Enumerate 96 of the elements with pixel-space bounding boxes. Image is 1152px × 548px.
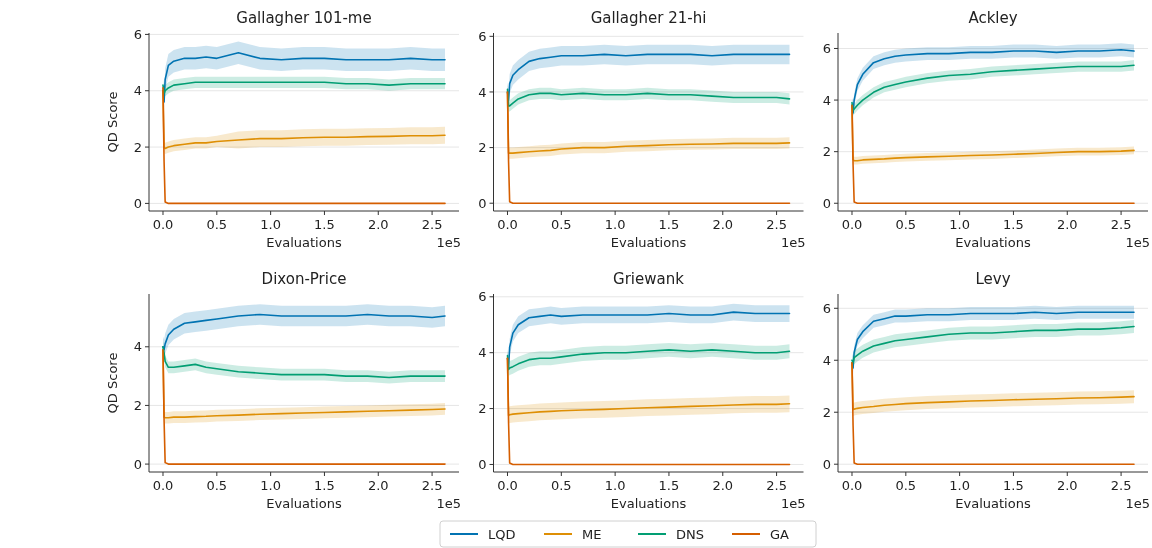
- y-tick-label: 2: [133, 397, 142, 413]
- x-tick-label: 2.5: [766, 217, 787, 232]
- x-tick-label: 2.0: [1056, 478, 1078, 493]
- x-tick-label: 0.0: [152, 478, 174, 493]
- y-tick-label: 0: [478, 195, 487, 211]
- x-tick-label: 1.5: [658, 217, 680, 232]
- chart-title: Ackley: [968, 9, 1018, 27]
- x-tick-label: 0.0: [497, 478, 518, 493]
- y-tick-label: 2: [822, 404, 831, 420]
- x-tick-label: 0.5: [550, 217, 572, 232]
- x-axis-title: Evaluations: [955, 235, 1031, 250]
- line-series: [162, 348, 446, 465]
- line-series: [851, 362, 1135, 465]
- y-tick-label: 6: [133, 26, 142, 42]
- x-tick-label: 1.0: [260, 217, 281, 232]
- line-series: [506, 357, 791, 466]
- line-series: [162, 313, 446, 351]
- y-tick-label: 6: [478, 289, 487, 305]
- x-tick-label: 1.5: [1003, 217, 1024, 232]
- line-series: [506, 88, 791, 107]
- x-tick-label: 0.5: [206, 478, 228, 493]
- y-tick-label: 0: [133, 195, 142, 211]
- x-tick-label: 0.5: [550, 478, 572, 493]
- text: 1e5: [780, 496, 806, 511]
- x-axis-title: Evaluations: [955, 496, 1031, 511]
- y-tick-label: 2: [478, 401, 487, 417]
- y-tick-label: 4: [478, 345, 487, 361]
- y-tick-label: 2: [478, 140, 487, 156]
- x-tick-label: 0.0: [497, 217, 518, 232]
- x-tick-label: 2.0: [367, 217, 389, 232]
- x-tick-label: 1.5: [658, 478, 680, 493]
- y-axis-title: QD Score: [105, 91, 120, 153]
- y-tick-label: 2: [133, 139, 142, 155]
- y-tick-label: 4: [822, 352, 831, 368]
- y-tick-label: 4: [478, 84, 487, 100]
- x-tick-label: 0.5: [895, 478, 917, 493]
- x-tick-label: 2.5: [421, 217, 443, 232]
- y-tick-label: 6: [822, 41, 831, 57]
- x-tick-label: 0.5: [206, 217, 228, 232]
- line-series: [851, 325, 1135, 364]
- y-tick-label: 0: [478, 457, 487, 473]
- text: 1e5: [436, 235, 461, 250]
- y-tick-label: 2: [822, 144, 831, 160]
- x-tick-label: 2.0: [367, 478, 389, 493]
- y-tick-label: 6: [822, 300, 831, 316]
- x-tick-label: 0.0: [841, 217, 863, 232]
- line-series: [851, 104, 1135, 205]
- chart-title: Gallagher 101-me: [236, 9, 372, 27]
- x-tick-label: 0.5: [895, 217, 917, 232]
- x-axis-title: Evaluations: [610, 235, 687, 250]
- x-tick-label: 2.0: [712, 217, 734, 232]
- x-tick-label: 0.0: [152, 217, 174, 232]
- legend-label: LQD: [488, 526, 516, 542]
- chart-title: Dixon-Price: [261, 270, 347, 288]
- y-axis-title: QD Score: [105, 352, 120, 414]
- x-tick-label: 2.0: [712, 478, 734, 493]
- x-tick-label: 2.0: [1056, 217, 1078, 232]
- x-axis-title: Evaluations: [610, 496, 687, 511]
- chart-title: Griewank: [613, 270, 685, 288]
- x-tick-label: 1.5: [314, 478, 335, 493]
- x-tick-label: 1.0: [949, 478, 970, 493]
- chart-title: Levy: [975, 270, 1011, 288]
- x-tick-label: 1.0: [949, 217, 970, 232]
- x-tick-label: 1.0: [604, 478, 626, 493]
- y-tick-label: 0: [822, 456, 831, 472]
- line-series: [162, 51, 446, 103]
- text: 1e5: [1125, 496, 1150, 511]
- legend-label: GA: [770, 526, 790, 542]
- x-tick-label: 0.0: [841, 478, 863, 493]
- x-tick-label: 1.0: [604, 217, 626, 232]
- y-tick-label: 0: [133, 456, 142, 472]
- x-tick-label: 1.5: [1003, 478, 1024, 493]
- line-series: [506, 349, 791, 371]
- x-tick-label: 2.5: [1110, 217, 1132, 232]
- x-tick-label: 2.5: [1110, 478, 1132, 493]
- legend-label: DNS: [676, 526, 704, 542]
- x-axis-title: Evaluations: [266, 235, 342, 250]
- x-tick-label: 1.0: [260, 478, 281, 493]
- y-tick-label: 4: [822, 92, 831, 108]
- line-series: [162, 81, 446, 95]
- x-tick-label: 2.5: [766, 478, 787, 493]
- x-axis-title: Evaluations: [266, 496, 342, 511]
- y-tick-label: 0: [822, 195, 831, 211]
- y-tick-label: 6: [478, 28, 487, 44]
- x-tick-label: 1.5: [314, 217, 335, 232]
- y-tick-label: 4: [133, 339, 142, 355]
- x-tick-label: 2.5: [421, 478, 443, 493]
- text: 1e5: [436, 496, 461, 511]
- text: 1e5: [780, 235, 806, 250]
- y-tick-label: 4: [133, 83, 142, 99]
- line-series: [162, 87, 446, 205]
- legend-label: ME: [582, 526, 602, 542]
- line-series: [506, 91, 791, 205]
- text: 1e5: [1125, 235, 1150, 250]
- chart-title: Gallagher 21-hi: [590, 9, 707, 27]
- line-series: [851, 311, 1135, 369]
